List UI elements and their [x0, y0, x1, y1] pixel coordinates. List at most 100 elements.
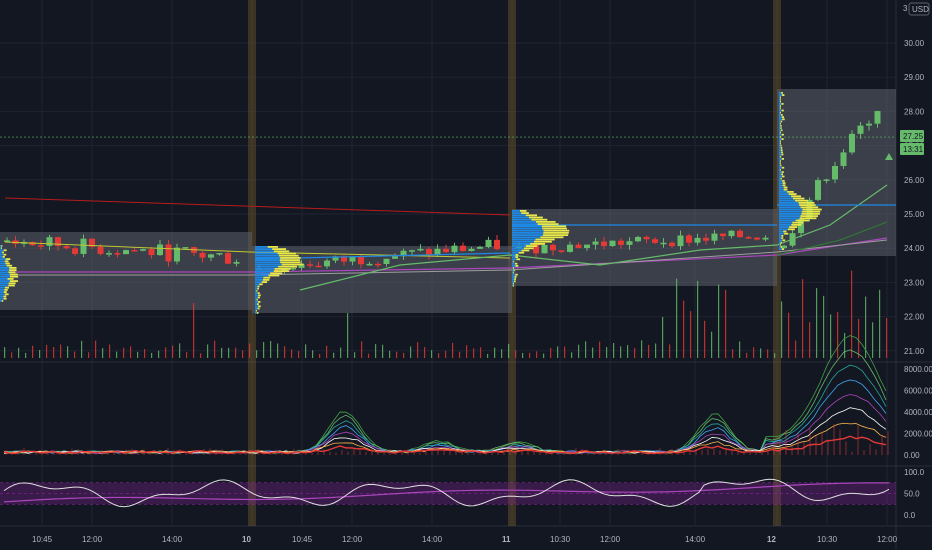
- profile-bar-yellow: [541, 225, 567, 228]
- profile-bar-yellow: [789, 226, 798, 228]
- profile-bar-blue: [779, 149, 781, 151]
- profile-bar-blue: [512, 225, 542, 228]
- profile-bar-blue: [512, 236, 541, 239]
- volume-bar: [809, 322, 811, 358]
- volume-bar: [634, 347, 636, 358]
- volume-bar: [494, 347, 496, 358]
- profile-bar-yellow: [800, 215, 818, 217]
- profile-bar-yellow: [798, 202, 815, 204]
- candle-body: [174, 247, 180, 262]
- profile-bar-yellow: [780, 160, 781, 162]
- profile-bar-yellow: [1, 247, 2, 249]
- countdown-text: 13:31: [903, 145, 924, 154]
- profile-bar-blue: [779, 107, 781, 110]
- profile-bar-yellow: [514, 278, 516, 280]
- candle-body: [315, 265, 322, 268]
- profile-bar-yellow: [514, 280, 516, 283]
- profile-bar-yellow: [513, 267, 514, 269]
- osc-line: [3, 364, 887, 454]
- profile-bar-blue: [0, 289, 5, 291]
- volume-bar: [256, 350, 258, 358]
- candle-body: [874, 111, 881, 124]
- volume-bar: [305, 344, 307, 358]
- profile-bar-blue: [779, 169, 781, 171]
- volume-bar: [445, 350, 447, 358]
- currency-badge[interactable]: [908, 2, 930, 16]
- profile-bar-blue: [255, 287, 258, 290]
- profile-bar-blue: [779, 228, 788, 231]
- volume-bar: [291, 349, 293, 358]
- candle-body: [298, 264, 305, 268]
- profile-bar-yellow: [514, 276, 517, 278]
- candle-body: [375, 263, 381, 266]
- profile-bar-yellow: [530, 243, 546, 245]
- time-axis[interactable]: 10:45 12:00 14:00 10 10:45 12:00 14:00 11 10:30 1…: [32, 535, 898, 544]
- profile-bar-yellow: [270, 272, 283, 275]
- profile-bar-yellow: [780, 100, 781, 103]
- profile-boxes: [0, 89, 896, 313]
- volume-bar: [550, 347, 552, 358]
- price-axis[interactable]: 30.0029.0028.0027.0026.0025.0024.0023.00…: [904, 39, 932, 520]
- profile-bar-yellow: [780, 246, 782, 248]
- volume-bar: [368, 353, 370, 358]
- price-tick-label: 22.00: [904, 313, 925, 322]
- volume-bar: [760, 348, 762, 358]
- profile-bar-yellow: [780, 111, 782, 114]
- profile-bar-blue: [779, 153, 782, 156]
- profile-bar-blue: [779, 140, 781, 143]
- volume-bar: [830, 314, 832, 358]
- volume-bar: [242, 350, 244, 358]
- profile-bar-yellow: [781, 153, 784, 156]
- profile-bar-blue: [255, 292, 258, 294]
- profile-bar-yellow: [780, 164, 782, 167]
- volume-profiles: [0, 92, 822, 314]
- profile-bar-blue: [779, 213, 802, 215]
- profile-bar-blue: [779, 202, 799, 204]
- volume-bar: [704, 320, 706, 358]
- profile-bar-yellow: [519, 210, 527, 212]
- profile-bar-blue: [779, 114, 782, 116]
- profile-bar-blue: [0, 295, 4, 298]
- profile-bar-yellow: [781, 237, 784, 239]
- profile-bar-yellow: [791, 224, 802, 226]
- profile-bar-yellow: [4, 286, 9, 289]
- profile-bar-yellow: [262, 279, 270, 281]
- candle-body: [165, 244, 172, 262]
- volume-bar: [767, 349, 769, 358]
- candle-body: [131, 250, 138, 252]
- volume-bar: [424, 347, 426, 358]
- profile-bar-yellow: [788, 193, 797, 195]
- profile-bar-blue: [0, 264, 7, 267]
- osc-line: [3, 407, 887, 454]
- candle-body: [737, 230, 743, 238]
- candle-body: [409, 250, 415, 252]
- price-tick-label: 25.00: [904, 210, 925, 219]
- profile-bar-blue: [512, 218, 532, 221]
- candle-body: [80, 238, 87, 254]
- candle-body: [677, 235, 684, 247]
- profile-bar-blue: [779, 224, 792, 226]
- profile-bar-blue: [0, 253, 4, 256]
- profile-bar-blue: [779, 184, 783, 187]
- candle-body: [635, 236, 641, 242]
- volume-bar: [74, 351, 76, 358]
- time-tick-label: 10:30: [817, 535, 838, 544]
- profile-bar-yellow: [780, 142, 781, 145]
- profile-bar-blue: [0, 293, 5, 296]
- profile-bar-yellow: [277, 252, 297, 255]
- profile-bar-yellow: [273, 250, 290, 253]
- profile-bar-yellow: [781, 151, 783, 154]
- profile-bar-blue: [779, 217, 800, 220]
- volume-bar: [858, 318, 860, 358]
- volume-bar: [536, 351, 538, 358]
- profile-bar-yellow: [781, 173, 784, 176]
- volume-bar: [340, 347, 342, 358]
- profile-bar-yellow: [780, 149, 783, 151]
- price-tick-label: 23.00: [904, 278, 925, 287]
- profile-bar-blue: [512, 212, 522, 214]
- volume-bar: [151, 352, 153, 358]
- volume-bar: [410, 346, 412, 358]
- candle-body: [832, 165, 838, 180]
- candle-body: [29, 242, 36, 246]
